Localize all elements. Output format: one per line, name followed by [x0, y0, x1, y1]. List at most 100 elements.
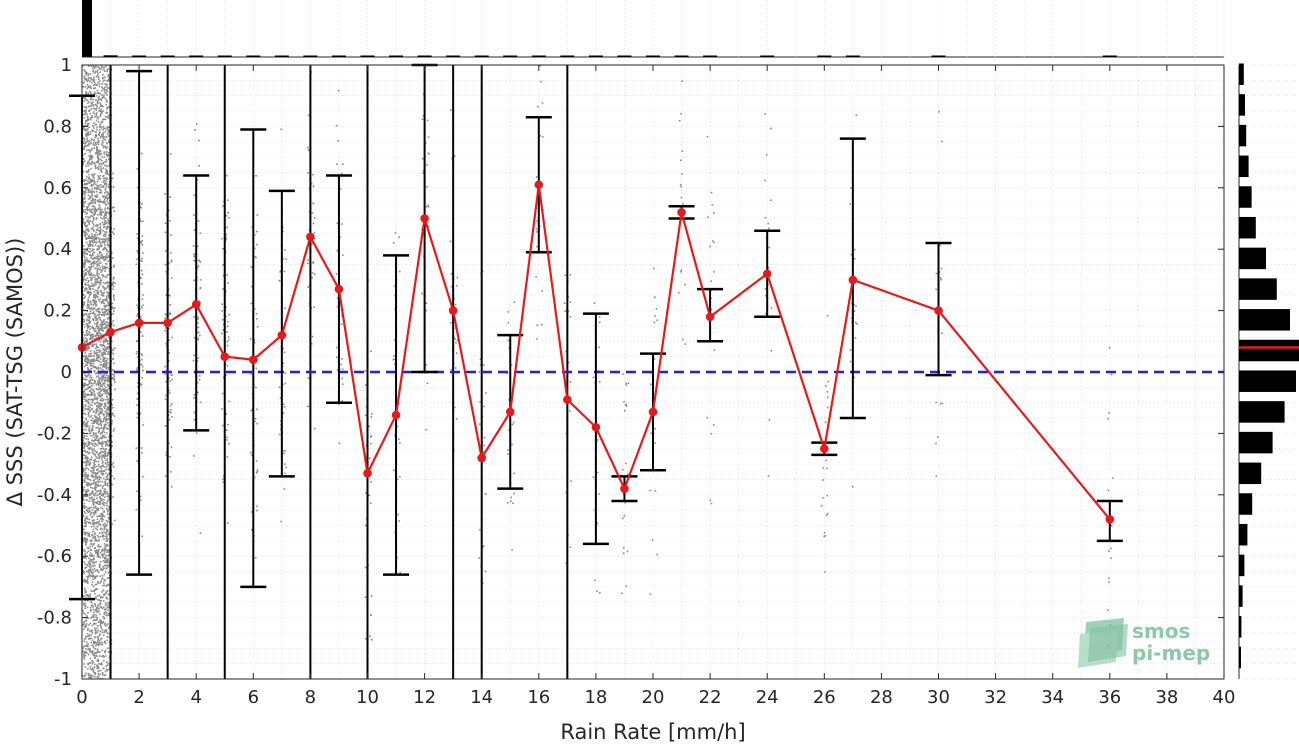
scatter-point	[89, 596, 92, 598]
scatter-point	[106, 584, 108, 586]
scatter-point	[83, 138, 85, 140]
scatter-point	[84, 208, 86, 211]
scatter-point	[94, 492, 97, 494]
scatter-point	[92, 311, 95, 313]
scatter-point	[82, 293, 85, 296]
scatter-point	[706, 416, 709, 419]
scatter-point	[101, 268, 104, 271]
scatter-point	[112, 412, 114, 415]
scatter-point	[88, 191, 90, 193]
scatter-point	[164, 329, 166, 332]
scatter-point	[250, 409, 253, 412]
scatter-point	[626, 550, 629, 553]
scatter-point	[106, 396, 108, 398]
scatter-point	[94, 629, 96, 631]
scatter-point	[99, 150, 102, 153]
scatter-point	[83, 525, 86, 528]
scatter-point	[101, 499, 103, 502]
scatter-point	[88, 313, 90, 316]
scatter-point	[107, 559, 109, 561]
scatter-point	[99, 154, 101, 156]
scatter-point	[91, 78, 93, 81]
scatter-point	[99, 518, 102, 520]
scatter-point	[103, 291, 105, 294]
scatter-point	[136, 416, 139, 419]
scatter-point	[104, 340, 106, 343]
scatter-point	[89, 291, 91, 294]
scatter-point	[104, 545, 107, 547]
scatter-point	[91, 492, 94, 495]
scatter-point	[87, 281, 89, 284]
scatter-point	[106, 597, 108, 599]
scatter-point	[93, 519, 95, 522]
scatter-point	[100, 338, 103, 340]
scatter-point	[102, 494, 105, 497]
scatter-point	[94, 673, 97, 676]
scatter-point	[94, 466, 96, 469]
scatter-point	[82, 304, 84, 307]
scatter-point	[83, 461, 86, 464]
scatter-point	[90, 65, 93, 67]
scatter-point	[100, 329, 103, 332]
scatter-point	[87, 315, 90, 318]
scatter-point	[106, 711, 108, 713]
scatter-point	[193, 354, 195, 357]
scatter-point	[111, 377, 114, 379]
scatter-point	[225, 174, 228, 177]
scatter-point	[83, 604, 85, 606]
scatter-point	[113, 379, 116, 381]
scatter-point	[280, 520, 282, 523]
scatter-point	[97, 327, 100, 329]
scatter-point	[96, 268, 99, 270]
scatter-point	[94, 267, 97, 270]
scatter-point	[88, 510, 91, 513]
scatter-point	[112, 312, 115, 315]
scatter-point	[280, 128, 283, 131]
scatter-point	[89, 73, 92, 75]
scatter-point	[107, 385, 109, 388]
scatter-point	[596, 471, 599, 474]
scatter-point	[88, 230, 90, 232]
scatter-point	[456, 276, 459, 279]
scatter-point	[103, 427, 105, 429]
scatter-point	[105, 529, 108, 532]
scatter-point	[92, 417, 94, 420]
scatter-point	[228, 400, 230, 403]
scatter-point	[107, 135, 110, 137]
scatter-point	[88, 494, 91, 496]
scatter-point	[96, 494, 98, 497]
scatter-point	[114, 347, 116, 349]
scatter-point	[85, 537, 88, 540]
scatter-point	[192, 245, 195, 247]
scatter-point	[102, 442, 105, 445]
scatter-point	[86, 360, 89, 363]
scatter-point	[540, 40, 542, 42]
scatter-point	[709, 245, 711, 248]
scatter-point	[102, 363, 105, 365]
scatter-point	[371, 638, 373, 641]
scatter-point	[92, 336, 94, 339]
scatter-point	[99, 633, 101, 636]
scatter-point	[97, 426, 99, 429]
scatter-point	[92, 444, 94, 447]
scatter-point	[87, 298, 89, 301]
scatter-point	[105, 390, 107, 393]
scatter-point	[87, 259, 90, 262]
scatter-point	[940, 140, 943, 143]
scatter-point	[679, 159, 682, 162]
scatter-point	[92, 608, 95, 611]
scatter-point	[99, 391, 101, 393]
scatter-point	[96, 642, 99, 645]
scatter-point	[85, 641, 88, 644]
scatter-point	[82, 270, 85, 273]
scatter-point	[89, 406, 91, 408]
scatter-point	[90, 542, 93, 545]
scatter-point	[104, 560, 106, 563]
scatter-point	[425, 302, 428, 304]
scatter-point	[86, 571, 89, 573]
scatter-point	[112, 324, 115, 327]
scatter-point	[426, 186, 428, 188]
scatter-point	[106, 401, 109, 404]
scatter-point	[107, 73, 110, 76]
scatter-point	[854, 337, 857, 339]
